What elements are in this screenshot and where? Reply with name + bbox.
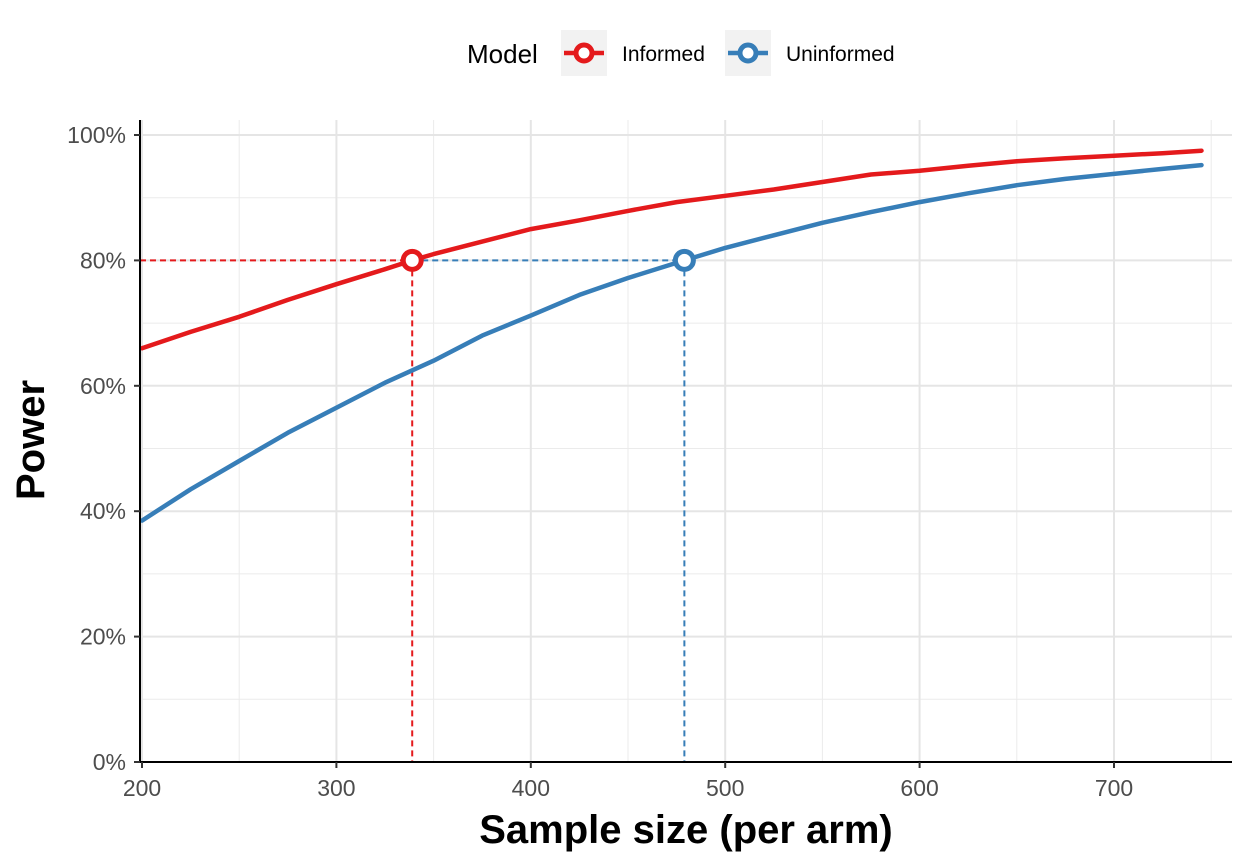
y-tick-label: 60% bbox=[80, 373, 126, 399]
x-axis-title: Sample size (per arm) bbox=[479, 808, 893, 852]
y-tick-label: 0% bbox=[93, 749, 126, 775]
x-tick-label: 600 bbox=[900, 775, 938, 801]
y-axis-title: Power bbox=[9, 380, 53, 500]
highlight-point-uninformed bbox=[672, 248, 696, 272]
x-tick-label: 500 bbox=[706, 775, 744, 801]
y-tick-label: 100% bbox=[67, 122, 126, 148]
legend-items: Informed Uninformed bbox=[561, 30, 895, 76]
grid-lines bbox=[140, 120, 1232, 763]
series-line-informed bbox=[139, 148, 1204, 351]
legend-key-point-informed bbox=[573, 42, 595, 64]
legend-label-uninformed: Uninformed bbox=[786, 43, 895, 66]
legend-title: Model bbox=[467, 39, 538, 69]
x-tick-label: 400 bbox=[512, 775, 550, 801]
tick-labels: 200 300 400 500 600 700 0% 20% 40% 60% 80% 100% bbox=[67, 122, 1133, 801]
x-tick-label: 300 bbox=[317, 775, 355, 801]
y-tick-label: 80% bbox=[80, 247, 126, 273]
target-guide-lines bbox=[140, 259, 686, 762]
x-tick-label: 700 bbox=[1095, 775, 1133, 801]
y-tick-label: 20% bbox=[80, 624, 126, 650]
highlight-point-informed bbox=[400, 248, 424, 272]
legend: Model Informed Uninformed bbox=[467, 30, 895, 76]
x-tick-label: 200 bbox=[123, 775, 161, 801]
series-layer bbox=[139, 148, 1204, 523]
legend-key-point-uninformed bbox=[737, 42, 759, 64]
series-line-uninformed bbox=[139, 162, 1204, 523]
legend-label-informed: Informed bbox=[622, 43, 705, 66]
axes bbox=[139, 120, 1232, 763]
y-tick-label: 40% bbox=[80, 498, 126, 524]
